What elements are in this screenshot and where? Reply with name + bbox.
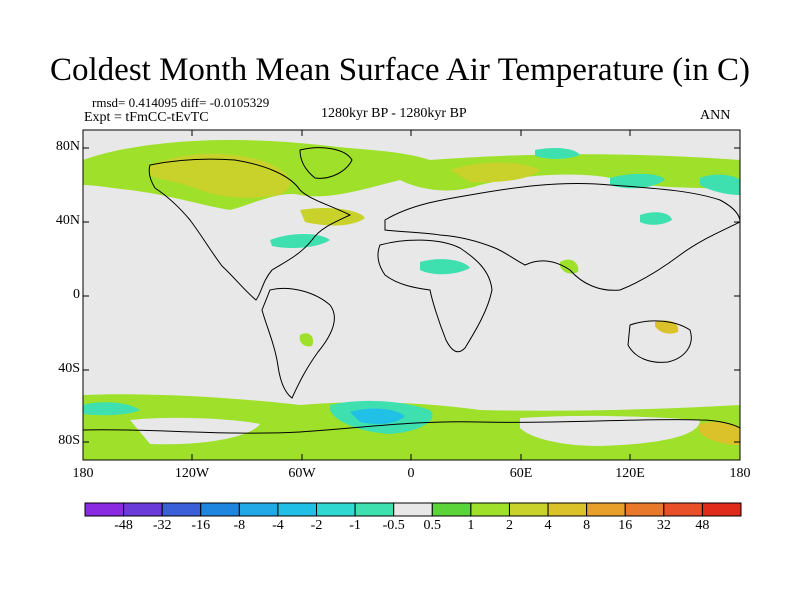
colorbar-label: -48 bbox=[114, 518, 133, 533]
lon-label: 60W bbox=[288, 466, 316, 481]
siberia-warm-core bbox=[450, 162, 540, 183]
antarctic-cool-patch-core bbox=[350, 408, 405, 424]
north-pacific-cool-patch bbox=[610, 173, 665, 189]
colorbar-swatch bbox=[316, 502, 356, 517]
colorbar-label: 0.5 bbox=[423, 518, 442, 533]
colorbar-swatch bbox=[624, 502, 665, 517]
colorbar-label: -4 bbox=[272, 518, 284, 533]
colorbar-label: 2 bbox=[505, 518, 513, 533]
experiment-label: Expt = tFmCC-tEvTC bbox=[84, 110, 209, 125]
arctic-cool-patch bbox=[535, 147, 580, 159]
lon-label: 180 bbox=[729, 466, 751, 481]
anomaly-patches bbox=[83, 140, 740, 460]
colorbar-swatch bbox=[200, 502, 240, 517]
colorbar-swatch bbox=[547, 502, 588, 517]
lat-label: 0 bbox=[73, 287, 80, 302]
colorbar-swatch bbox=[508, 502, 549, 517]
colorbar-swatch bbox=[84, 502, 125, 517]
lat-label: 40S bbox=[58, 361, 80, 376]
east-pacific-cool-patch bbox=[700, 174, 740, 195]
africa-coast bbox=[377, 239, 493, 353]
colorbar-label: -2 bbox=[310, 518, 323, 533]
colorbar-swatch bbox=[470, 502, 510, 517]
australia-warm-patch bbox=[655, 320, 679, 334]
colorbar-label: -32 bbox=[152, 518, 172, 533]
antarctic-warm-core bbox=[700, 421, 740, 445]
colorbar-swatch bbox=[431, 502, 472, 517]
colorbar-label: 8 bbox=[583, 518, 591, 533]
lat-label: 80S bbox=[58, 433, 80, 448]
period-label: 1280kyr BP - 1280kyr BP bbox=[321, 106, 467, 121]
colorbar-swatch bbox=[123, 502, 163, 517]
colorbar-swatch bbox=[277, 502, 318, 517]
axis-ticks bbox=[82, 130, 741, 460]
colorbar-swatch bbox=[701, 502, 742, 517]
coastlines bbox=[83, 147, 740, 434]
lon-label: 60E bbox=[509, 466, 533, 481]
southern-ocean-cool-patch bbox=[83, 402, 140, 416]
colorbar-label: -8 bbox=[233, 518, 246, 533]
antarctic-neutral-patch bbox=[520, 415, 700, 446]
colorbar-swatch bbox=[393, 502, 433, 517]
north-atlantic-warm-patch bbox=[300, 207, 365, 226]
australia-coast bbox=[627, 320, 692, 363]
colorbar-swatch bbox=[586, 502, 626, 517]
colorbar-label: 16 bbox=[618, 518, 633, 533]
greenland-coast bbox=[299, 147, 353, 179]
south-america-warm-patch bbox=[299, 333, 314, 347]
stats-label: rmsd= 0.414095 diff= -0.0105329 bbox=[92, 95, 270, 110]
lat-label: 40N bbox=[55, 213, 80, 228]
north-america-warm-core bbox=[150, 153, 291, 198]
lon-label: 0 bbox=[407, 466, 415, 481]
north-atlantic-cool-patch bbox=[270, 234, 330, 248]
colorbar-label: 4 bbox=[544, 518, 552, 533]
lat-label: 80N bbox=[55, 139, 80, 154]
colorbar-label: 1 bbox=[467, 518, 475, 533]
colorbar-swatch bbox=[663, 502, 703, 517]
lon-label: 120W bbox=[174, 466, 210, 481]
antarctic-neutral-patch-west bbox=[130, 417, 260, 445]
west-pacific-cool-patch bbox=[640, 212, 672, 225]
colorbar-swatch bbox=[238, 502, 279, 517]
colorbar-label: 48 bbox=[695, 518, 710, 533]
north-america-coast bbox=[148, 158, 352, 301]
india-warm-patch bbox=[560, 259, 579, 274]
colorbar-swatch bbox=[161, 502, 202, 517]
colorbar-label: -1 bbox=[349, 518, 361, 533]
season-label: ANN bbox=[700, 108, 731, 123]
lon-label: 120E bbox=[615, 466, 645, 481]
south-america-coast bbox=[261, 287, 335, 399]
colorbar bbox=[84, 502, 742, 517]
eurasia-coast bbox=[384, 182, 740, 291]
sahara-cool-patch bbox=[420, 259, 470, 275]
colorbar-swatch bbox=[354, 502, 395, 517]
colorbar-label: -0.5 bbox=[382, 518, 405, 533]
antarctica-coast bbox=[83, 419, 740, 434]
map-title: Coldest Month Mean Surface Air Temperatu… bbox=[50, 52, 750, 88]
lon-label: 180 bbox=[72, 466, 94, 481]
colorbar-label: -16 bbox=[191, 518, 211, 533]
colorbar-label: 32 bbox=[656, 518, 671, 533]
